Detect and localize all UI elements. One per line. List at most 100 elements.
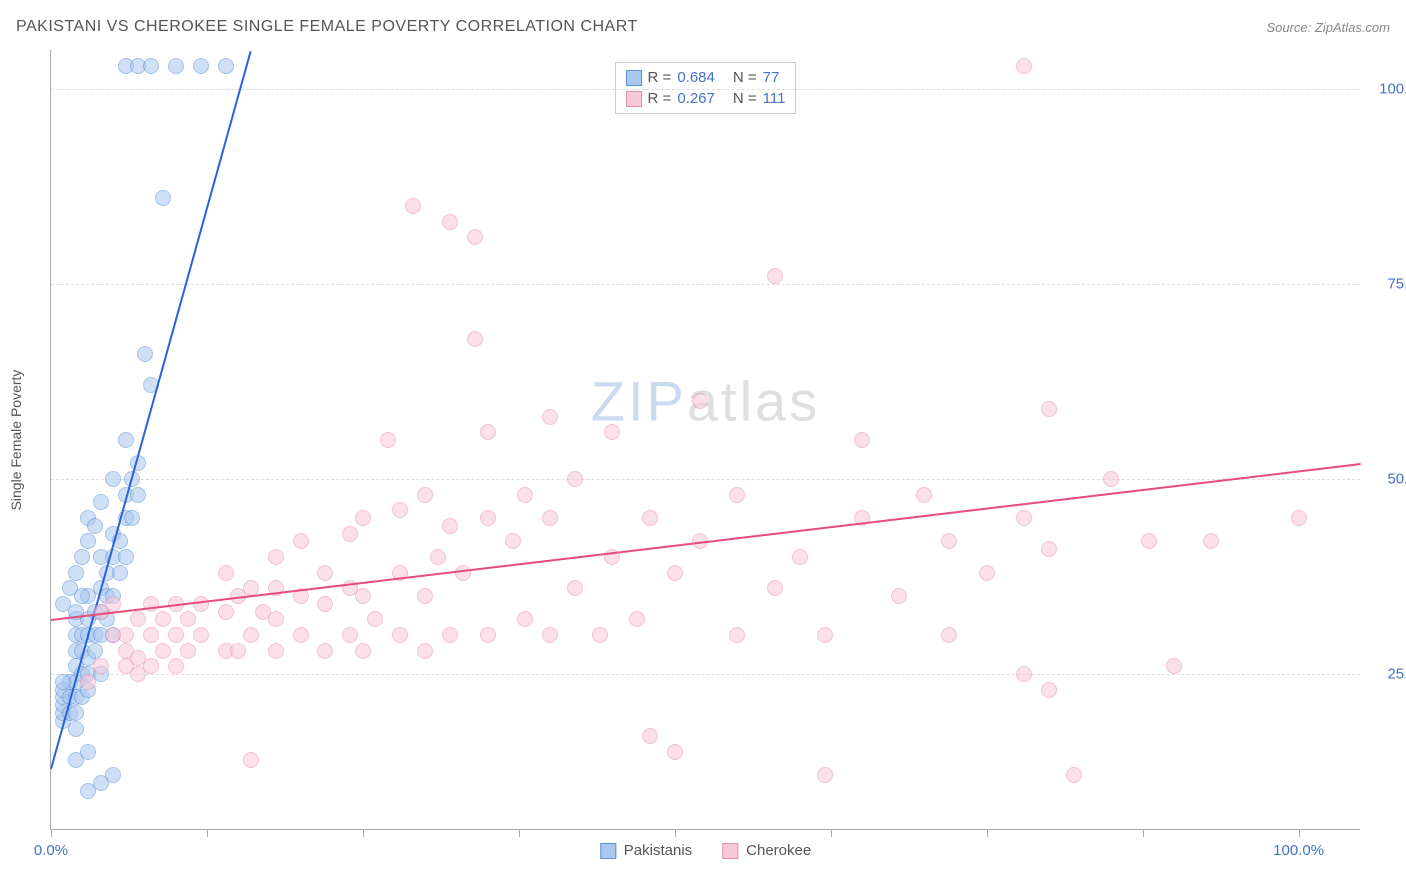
data-point	[729, 487, 745, 503]
data-point	[74, 588, 90, 604]
data-point	[1141, 533, 1157, 549]
series-legend: PakistanisCherokee	[600, 842, 811, 859]
legend-swatch	[626, 91, 642, 107]
data-point	[629, 611, 645, 627]
x-tick	[1299, 829, 1300, 837]
data-point	[891, 588, 907, 604]
data-point	[130, 487, 146, 503]
data-point	[642, 510, 658, 526]
data-point	[567, 580, 583, 596]
data-point	[355, 643, 371, 659]
data-point	[143, 627, 159, 643]
data-point	[442, 627, 458, 643]
data-point	[118, 549, 134, 565]
data-point	[218, 604, 234, 620]
data-point	[505, 533, 521, 549]
legend-swatch	[722, 843, 738, 859]
data-point	[105, 767, 121, 783]
x-tick	[363, 829, 364, 837]
data-point	[268, 643, 284, 659]
data-point	[405, 198, 421, 214]
data-point	[692, 393, 708, 409]
data-point	[268, 611, 284, 627]
data-point	[168, 58, 184, 74]
legend-swatch	[600, 843, 616, 859]
data-point	[143, 658, 159, 674]
data-point	[68, 705, 84, 721]
data-point	[854, 432, 870, 448]
x-tick	[675, 829, 676, 837]
legend-stat-row: R = 0.684N = 77	[626, 67, 786, 88]
legend-swatch	[626, 70, 642, 86]
data-point	[293, 533, 309, 549]
data-point	[268, 549, 284, 565]
data-point	[767, 580, 783, 596]
data-point	[243, 627, 259, 643]
data-point	[417, 588, 433, 604]
x-tick	[987, 829, 988, 837]
data-point	[916, 487, 932, 503]
data-point	[317, 565, 333, 581]
data-point	[792, 549, 808, 565]
data-point	[218, 565, 234, 581]
x-tick	[519, 829, 520, 837]
data-point	[355, 510, 371, 526]
data-point	[218, 58, 234, 74]
data-point	[180, 643, 196, 659]
data-point	[979, 565, 995, 581]
data-point	[155, 643, 171, 659]
data-point	[467, 229, 483, 245]
data-point	[193, 627, 209, 643]
data-point	[118, 627, 134, 643]
data-point	[87, 643, 103, 659]
x-tick	[1143, 829, 1144, 837]
data-point	[80, 533, 96, 549]
data-point	[317, 643, 333, 659]
data-point	[317, 596, 333, 612]
data-point	[112, 565, 128, 581]
data-point	[542, 627, 558, 643]
data-point	[517, 611, 533, 627]
grid-line	[51, 284, 1360, 285]
data-point	[941, 533, 957, 549]
data-point	[442, 214, 458, 230]
data-point	[1203, 533, 1219, 549]
data-point	[1041, 541, 1057, 557]
data-point	[480, 627, 496, 643]
data-point	[155, 190, 171, 206]
x-tick	[207, 829, 208, 837]
data-point	[442, 518, 458, 534]
y-tick-label: 25.0%	[1370, 666, 1406, 683]
data-point	[430, 549, 446, 565]
data-point	[180, 611, 196, 627]
data-point	[604, 424, 620, 440]
data-point	[293, 627, 309, 643]
data-point	[168, 627, 184, 643]
data-point	[1016, 510, 1032, 526]
data-point	[367, 611, 383, 627]
data-point	[80, 744, 96, 760]
data-point	[729, 627, 745, 643]
data-point	[68, 721, 84, 737]
grid-line	[51, 479, 1360, 480]
scatter-plot: Single Female Poverty ZIPatlas R = 0.684…	[50, 50, 1360, 830]
grid-line	[51, 89, 1360, 90]
data-point	[342, 627, 358, 643]
chart-title: PAKISTANI VS CHEROKEE SINGLE FEMALE POVE…	[16, 18, 638, 36]
data-point	[137, 346, 153, 362]
regression-line	[51, 463, 1361, 621]
data-point	[941, 627, 957, 643]
legend-stat-row: R = 0.267N = 111	[626, 88, 786, 109]
data-point	[342, 526, 358, 542]
data-point	[1166, 658, 1182, 674]
data-point	[243, 752, 259, 768]
title-bar: PAKISTANI VS CHEROKEE SINGLE FEMALE POVE…	[16, 18, 1390, 36]
data-point	[124, 510, 140, 526]
data-point	[542, 409, 558, 425]
data-point	[592, 627, 608, 643]
legend-item: Cherokee	[722, 842, 811, 859]
data-point	[1291, 510, 1307, 526]
data-point	[1016, 666, 1032, 682]
y-tick-label: 50.0%	[1370, 471, 1406, 488]
correlation-legend: R = 0.684N = 77R = 0.267N = 111	[615, 62, 797, 114]
